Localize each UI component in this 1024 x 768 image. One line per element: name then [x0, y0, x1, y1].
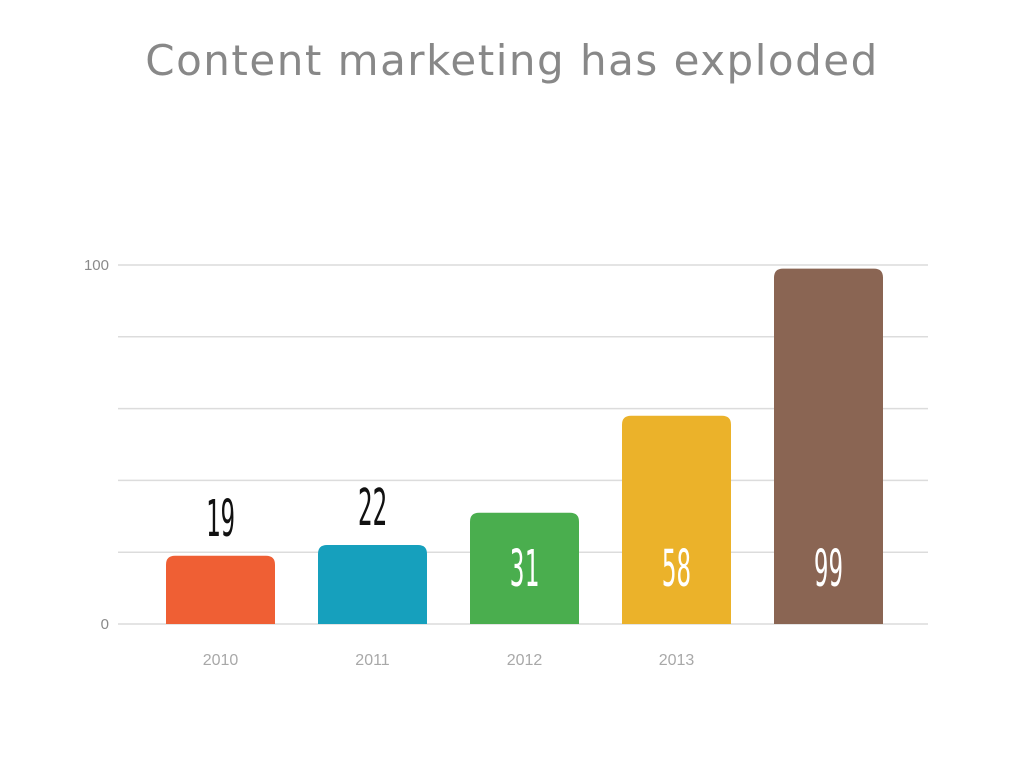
bar-2011 [318, 545, 427, 624]
category-labels: 2010 2011 2012 2013 [203, 652, 695, 669]
bar-2013 [622, 415, 731, 624]
bars [166, 268, 883, 624]
y-tick-label: 0 [101, 616, 109, 633]
value-label: 58 [662, 540, 691, 599]
bar-2012 [470, 512, 579, 624]
value-labels: 19 22 31 58 99 [206, 479, 843, 599]
y-tick-label: 100 [84, 257, 109, 274]
category-label: 2012 [507, 652, 543, 669]
category-label: 2013 [659, 652, 695, 669]
value-label: 99 [814, 540, 843, 599]
value-label: 19 [206, 490, 235, 549]
bar-last [774, 268, 883, 624]
chart-title: Content marketing has exploded [145, 36, 879, 85]
y-axis-ticks: 0 100 [84, 257, 109, 633]
value-label: 22 [358, 479, 387, 538]
value-label: 31 [510, 540, 539, 599]
category-label: 2010 [203, 652, 239, 669]
bar-2010 [166, 555, 275, 624]
category-label: 2011 [355, 652, 390, 669]
